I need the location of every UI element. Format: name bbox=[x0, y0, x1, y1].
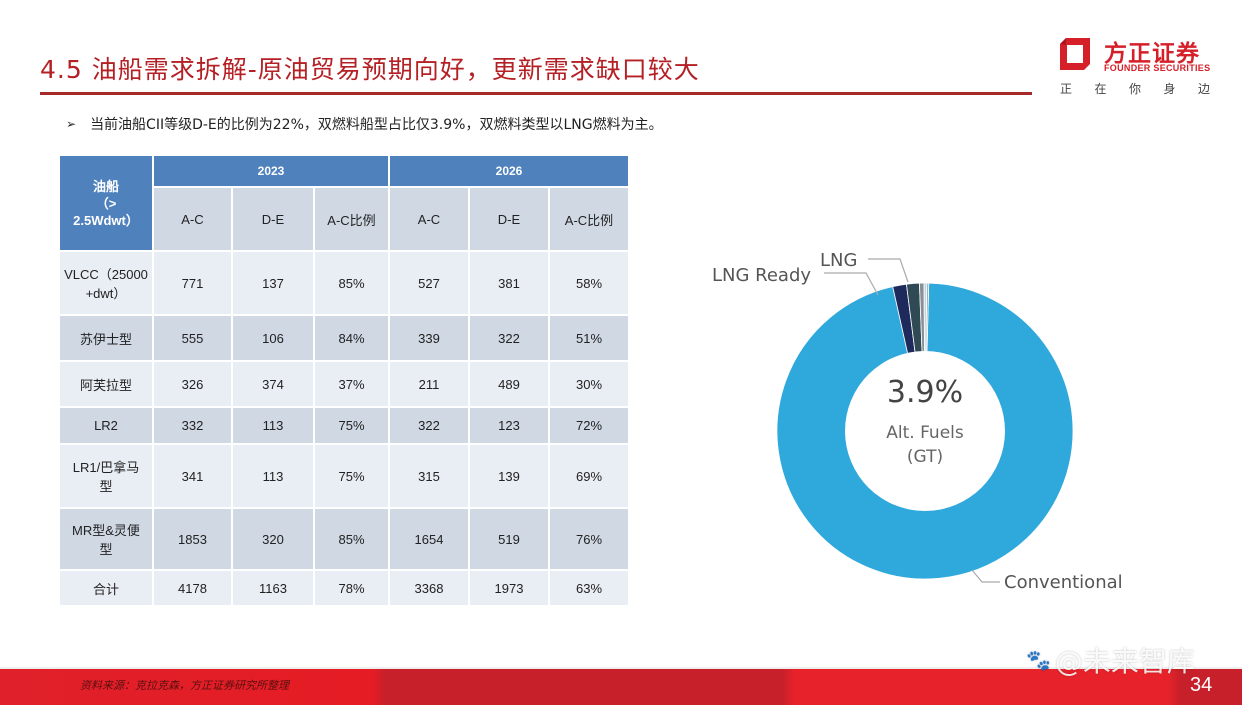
page-title: 4.5 油船需求拆解-原油贸易预期向好，更新需求缺口较大 bbox=[40, 55, 700, 84]
footer-bar bbox=[0, 667, 1242, 705]
subheader-de: D-E bbox=[470, 188, 548, 250]
row-label: MR型&灵便型 bbox=[60, 509, 152, 569]
logo-name-cn: 方正证券 bbox=[1104, 41, 1200, 67]
table-row: MR型&灵便型 1853 320 85% 1654 519 76% bbox=[60, 509, 628, 569]
alt-fuels-donut-chart: 3.9% Alt. Fuels (GT) LNG Ready LNG Conve… bbox=[712, 250, 1123, 593]
subheader-ac: A-C bbox=[154, 188, 231, 250]
founder-logo-icon bbox=[1060, 38, 1090, 70]
subheader-ac-ratio: A-C比例 bbox=[315, 188, 388, 250]
row-label: 苏伊士型 bbox=[60, 316, 152, 360]
label-lng-ready: LNG Ready bbox=[712, 265, 811, 286]
row-label: LR2 bbox=[60, 408, 152, 443]
table-row: LR2 332 113 75% 322 123 72% bbox=[60, 408, 628, 443]
paw-icon: 🐾 bbox=[1026, 648, 1051, 672]
leader-line-lng bbox=[868, 258, 909, 283]
center-label-line2: (GT) bbox=[907, 447, 943, 467]
table-row: 苏伊士型 555 106 84% 339 322 51% bbox=[60, 316, 628, 360]
page-number: 34 bbox=[1190, 674, 1213, 696]
bullet-text: 当前油船CII等级D-E的比例为22%，双燃料船型占比仅3.9%，双燃料类型以L… bbox=[90, 117, 663, 133]
company-logo: 方正证券 FOUNDER SECURITIES 正 在 你 身 边 bbox=[1058, 36, 1218, 100]
donut-hole bbox=[845, 351, 1005, 511]
center-label-line1: Alt. Fuels bbox=[886, 423, 964, 443]
center-value: 3.9% bbox=[887, 375, 963, 410]
tanker-cii-table: 油船 （> 2.5Wdwt） 2023 2026 A-C D-E A-C比例 A… bbox=[58, 154, 630, 607]
subheader-ac: A-C bbox=[390, 188, 468, 250]
subheader-de: D-E bbox=[233, 188, 313, 250]
year-header-2026: 2026 bbox=[390, 156, 628, 186]
year-header-2023: 2023 bbox=[154, 156, 388, 186]
table-row: LR1/巴拿马型 341 113 75% 315 139 69% bbox=[60, 445, 628, 507]
corner-header: 油船 （> 2.5Wdwt） bbox=[60, 156, 152, 250]
row-label: 阿芙拉型 bbox=[60, 362, 152, 406]
arrow-bullet-icon: ➢ bbox=[66, 117, 77, 131]
summary-bullet: ➢ 当前油船CII等级D-E的比例为22%，双燃料船型占比仅3.9%，双燃料类型… bbox=[66, 114, 663, 134]
leader-line-lng-ready bbox=[824, 272, 879, 296]
leader-line-conventional bbox=[971, 569, 1000, 583]
table-row-total: 合计 4178 1163 78% 3368 1973 63% bbox=[60, 571, 628, 605]
label-lng: LNG bbox=[820, 250, 857, 271]
table-row: 阿芙拉型 326 374 37% 211 489 30% bbox=[60, 362, 628, 406]
label-conventional: Conventional bbox=[1004, 572, 1123, 593]
row-label: 合计 bbox=[60, 571, 152, 605]
watermark: 🐾 @未来智库 bbox=[1026, 645, 1195, 678]
row-label: VLCC（25000 +dwt） bbox=[60, 252, 152, 314]
subheader-ac-ratio: A-C比例 bbox=[550, 188, 628, 250]
title-divider bbox=[40, 92, 1032, 95]
row-label: LR1/巴拿马型 bbox=[60, 445, 152, 507]
logo-name-en: FOUNDER SECURITIES bbox=[1104, 63, 1211, 73]
footer-source: 资料来源：克拉克森，方正证券研究所整理 bbox=[80, 679, 289, 692]
table-row: VLCC（25000 +dwt） 771 137 85% 527 381 58% bbox=[60, 252, 628, 314]
logo-slogan: 正 在 你 身 边 bbox=[1060, 82, 1210, 96]
